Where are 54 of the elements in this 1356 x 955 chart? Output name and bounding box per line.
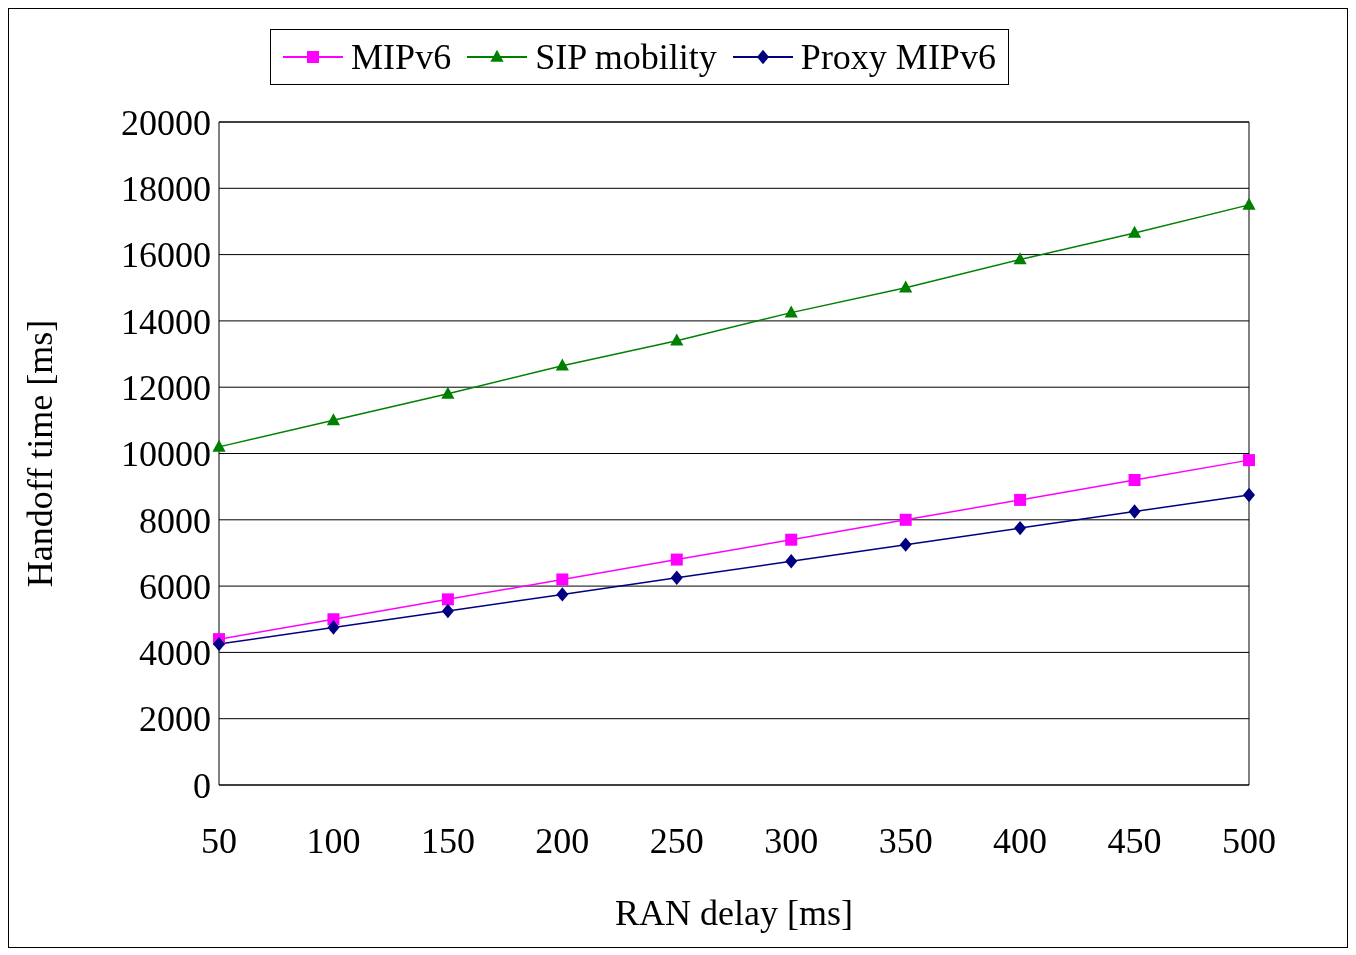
y-tick-label: 14000	[121, 301, 211, 342]
point	[784, 305, 798, 318]
point	[213, 636, 225, 652]
point	[212, 439, 226, 452]
point	[1014, 520, 1027, 536]
point	[1127, 225, 1142, 238]
point	[899, 537, 912, 552]
point	[670, 333, 684, 346]
legend-label: MIPv6	[351, 36, 452, 78]
point	[785, 554, 798, 569]
legend-label: SIP mobility	[535, 36, 717, 78]
x-axis-title: RAN delay [ms]	[615, 893, 853, 933]
point	[441, 603, 454, 619]
y-tick-label: 18000	[121, 169, 211, 210]
x-tick-label: 500	[1222, 820, 1276, 861]
point	[441, 593, 454, 606]
y-axis-title: Handoff time [ms]	[19, 319, 60, 588]
point	[1013, 252, 1027, 265]
y-tick-label: 20000	[121, 102, 211, 143]
point	[556, 587, 569, 602]
point	[556, 573, 569, 586]
point	[1242, 197, 1256, 210]
point	[1128, 504, 1141, 519]
x-tick-label: 450	[1107, 820, 1162, 861]
point	[1243, 487, 1255, 503]
point	[1128, 474, 1141, 487]
point	[555, 358, 569, 371]
point	[899, 280, 913, 293]
point	[1014, 493, 1027, 506]
point	[670, 570, 683, 586]
x-tick-label: 150	[420, 820, 475, 861]
x-tick-label: 200	[535, 820, 590, 861]
y-tick-label: 6000	[139, 566, 211, 607]
x-tick-label: 250	[649, 820, 704, 861]
y-tick-label: 8000	[139, 500, 211, 541]
point	[899, 513, 912, 526]
x-tick-label: 350	[878, 820, 933, 861]
x-tick-label: 50	[201, 820, 237, 861]
y-tick-label: 0	[193, 765, 211, 806]
point	[785, 533, 798, 546]
y-tick-label: 10000	[121, 434, 211, 475]
y-tick-label: 16000	[121, 235, 211, 276]
x-tick-label: 400	[993, 820, 1048, 861]
legend-label: Proxy MIPv6	[800, 36, 996, 78]
point	[670, 553, 683, 566]
point	[327, 620, 340, 635]
point	[441, 386, 455, 399]
x-tick-label: 100	[306, 820, 361, 861]
y-tick-label: 2000	[139, 699, 211, 740]
point	[326, 413, 341, 426]
point	[1243, 454, 1255, 467]
x-tick-label: 300	[764, 820, 819, 861]
y-tick-label: 12000	[121, 367, 211, 408]
y-tick-label: 4000	[139, 633, 211, 674]
